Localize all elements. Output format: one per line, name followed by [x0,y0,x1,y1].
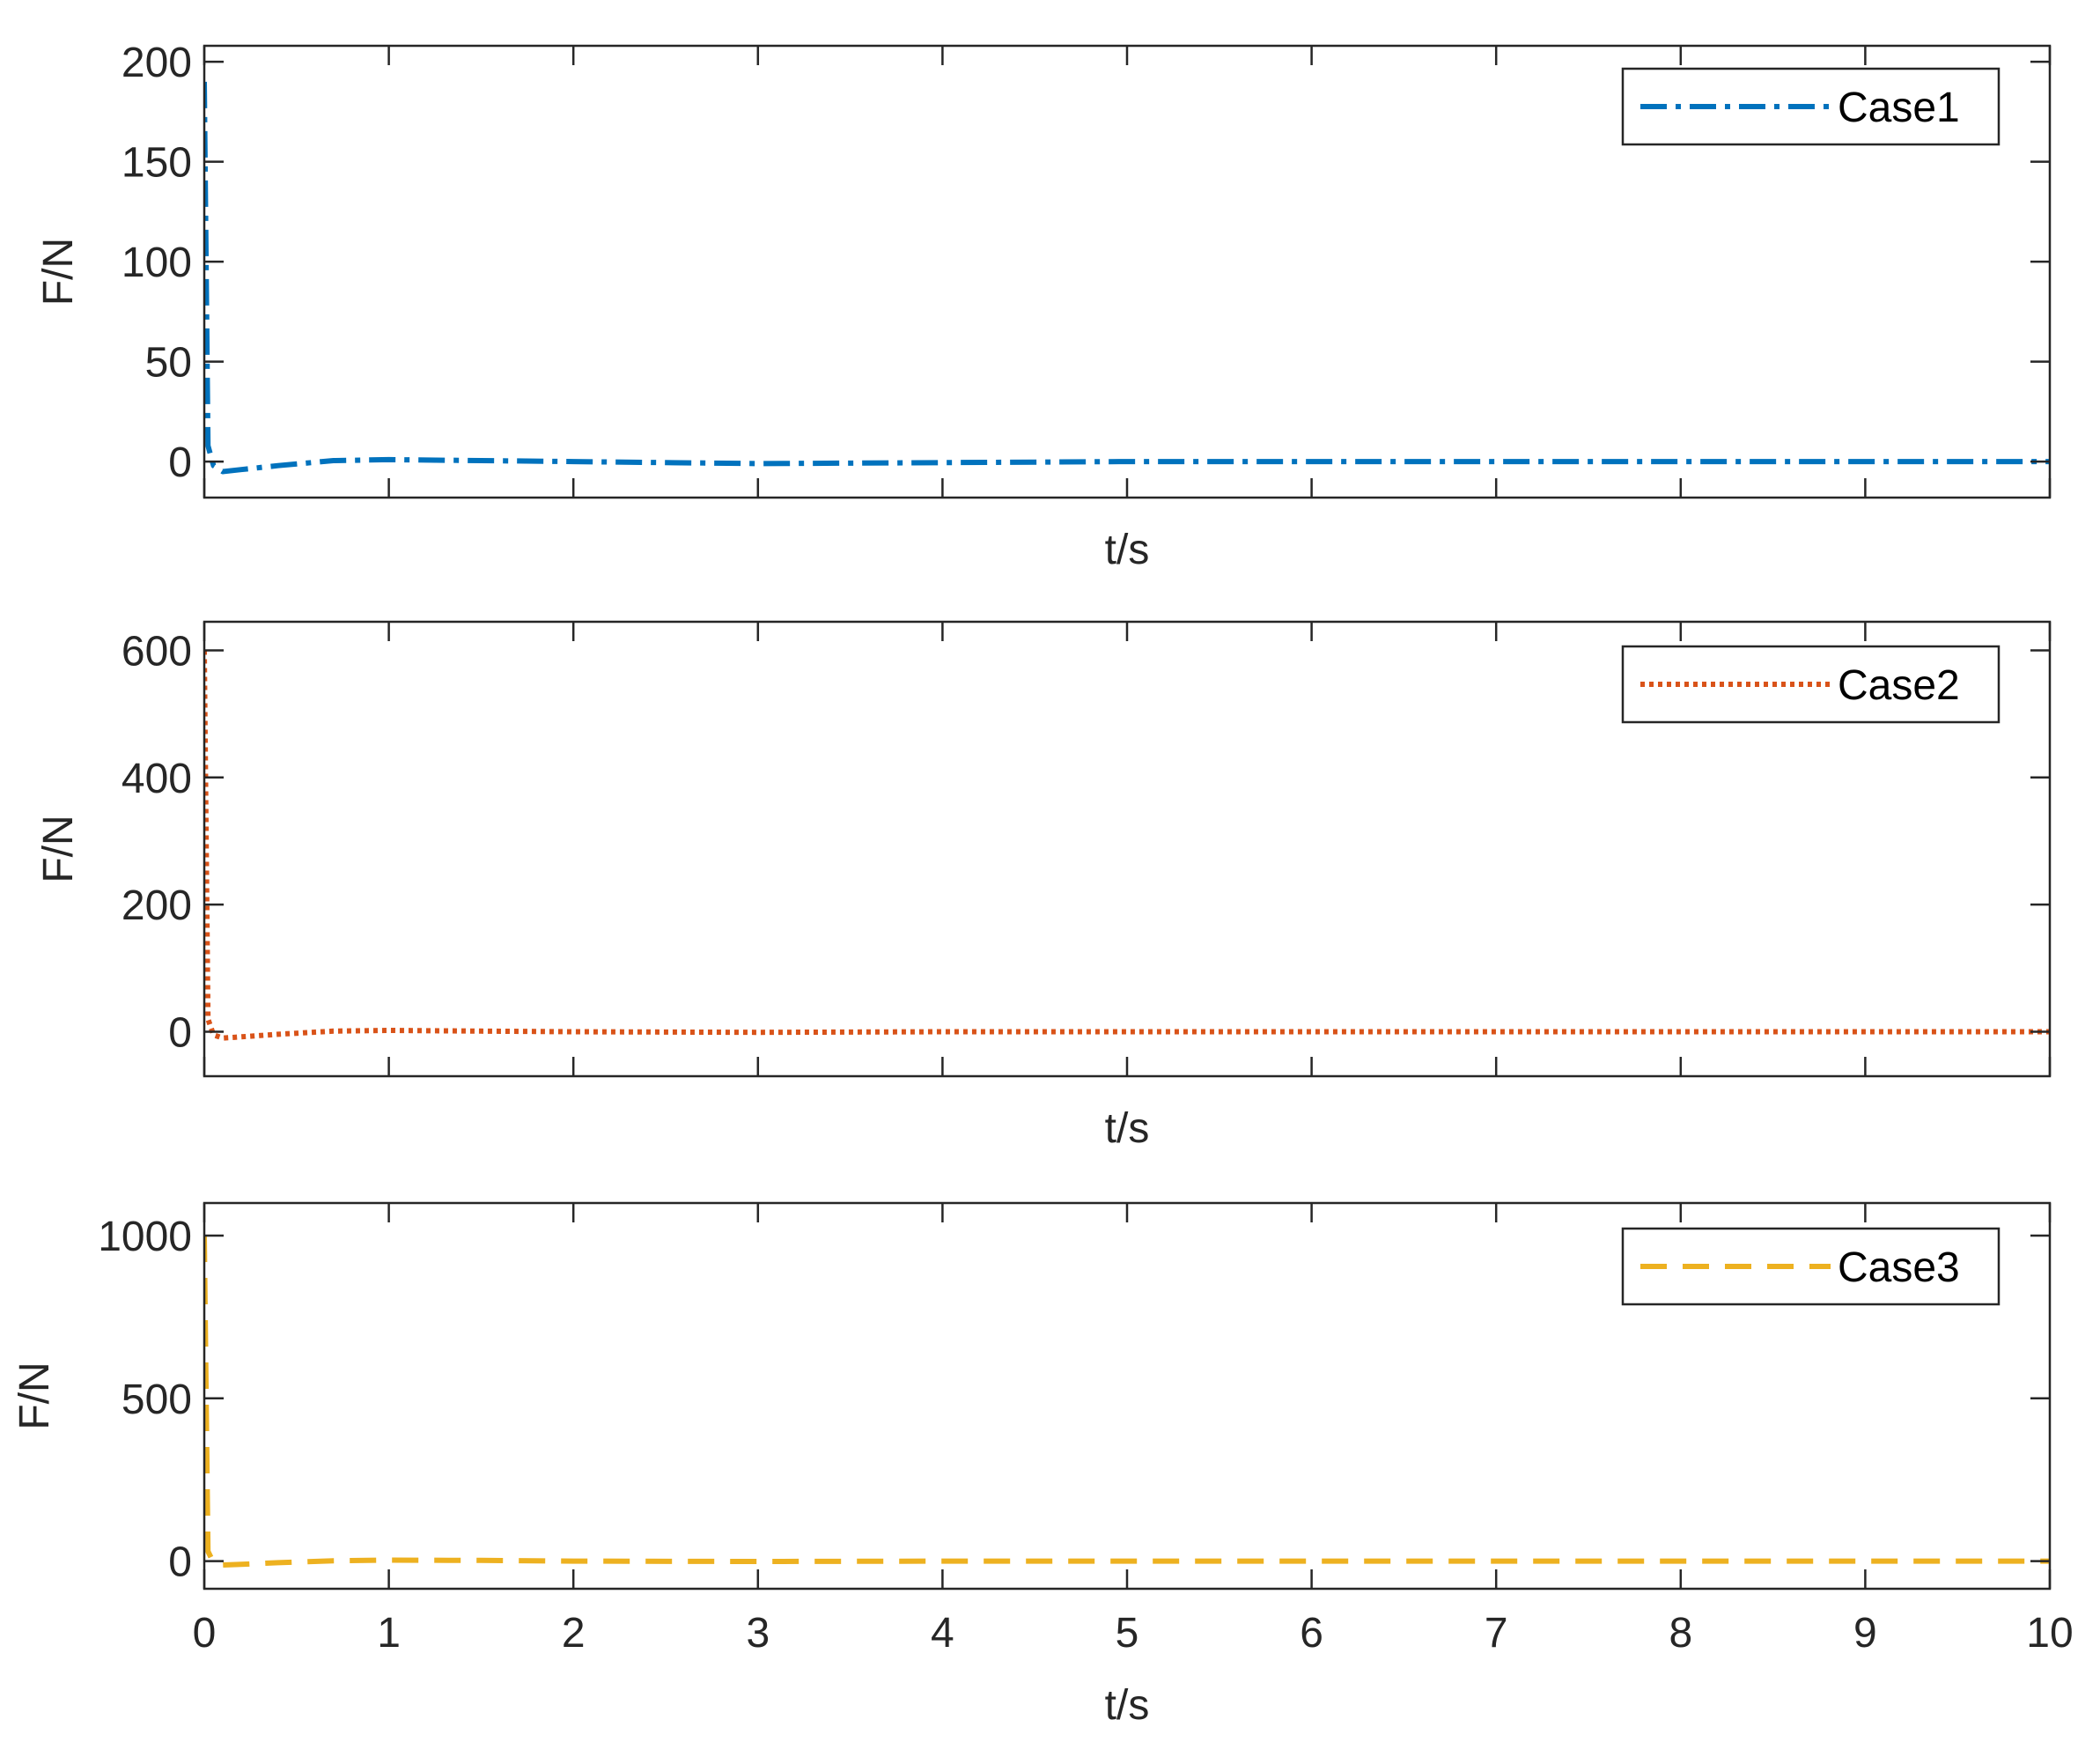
x-tick-label: 8 [1669,1610,1692,1657]
series-line-Case1 [204,81,2050,475]
y-tick-label: 400 [122,756,192,802]
y-axis-label: F/N [11,1362,58,1429]
legend-label: Case2 [1838,662,1960,709]
y-axis-label: F/N [35,815,82,882]
x-tick-label: 10 [2026,1610,2073,1657]
legend-2: Case2 [1621,645,2001,724]
series-line-Case2 [204,650,2050,1041]
x-axis-label: t/s [1105,527,1150,573]
legend-3: Case3 [1621,1227,2001,1306]
x-tick-label: 3 [746,1610,770,1657]
subplot-3: 0 1 2 3 4 5 6 7 8 9 10 0 500 1000 t/s F/N Case3 [11,1201,2074,1729]
x-tick-label: 4 [931,1610,954,1657]
y-axis-label: F/N [35,238,82,306]
x-axis-label: t/s [1105,1682,1150,1729]
y-tick-label: 0 [168,1009,192,1056]
subplot-1: 0 50 100 150 200 t/s F/N Case1 [35,40,2052,573]
x-tick-label: 1 [377,1610,401,1657]
x-tick-label: 7 [1485,1610,1508,1657]
y-tick-label: 1000 [98,1214,192,1260]
y-tick-label: 200 [122,882,192,929]
y-tick-label: 0 [168,439,192,486]
legend-label: Case3 [1838,1244,1960,1291]
x-tick-label: 0 [193,1610,217,1657]
series-line-Case3 [204,1235,2050,1568]
x-tick-label: 6 [1300,1610,1323,1657]
legend-1: Case1 [1621,67,2001,146]
y-tick-label: 500 [122,1377,192,1423]
x-tick-label: 5 [1116,1610,1139,1657]
y-tick-label: 200 [122,40,192,86]
y-tick-label: 100 [122,240,192,286]
subplot-2: 0 200 400 600 t/s F/N Case2 [35,620,2052,1152]
y-tick-label: 50 [145,340,192,387]
x-axis-label: t/s [1105,1105,1150,1152]
x-tick-label: 2 [562,1610,586,1657]
y-tick-label: 600 [122,628,192,675]
y-tick-label: 0 [168,1539,192,1586]
x-tick-label: 9 [1853,1610,1877,1657]
legend-label: Case1 [1838,85,1960,131]
y-tick-label: 150 [122,140,192,187]
